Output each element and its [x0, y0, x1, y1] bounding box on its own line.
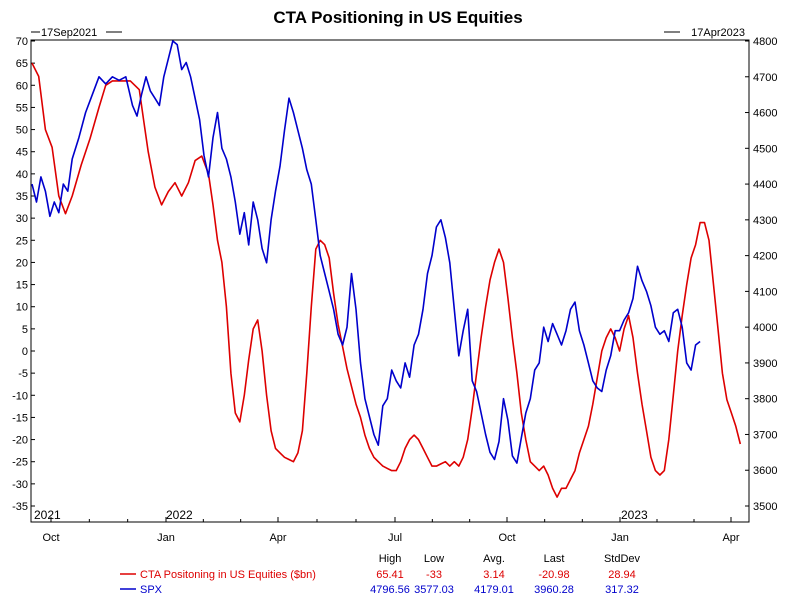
stats-header: High [379, 553, 402, 565]
stats-header: StdDev [604, 553, 641, 565]
year-label: 2021 [34, 508, 61, 522]
stats-value: -33 [426, 569, 442, 581]
x-month-label: Oct [498, 532, 515, 544]
right-tick-label: 4600 [753, 108, 777, 120]
left-tick-label: 35 [16, 191, 28, 203]
left-tick-label: 15 [16, 280, 28, 292]
legend-label: CTA Positoning in US Equities ($bn) [140, 569, 316, 581]
x-month-label: Oct [42, 532, 59, 544]
series-layer [31, 40, 742, 498]
stats-value: 3960.28 [534, 584, 574, 596]
left-tick-label: 45 [16, 147, 28, 159]
left-tick-label: 25 [16, 235, 28, 247]
stats-value: -20.98 [538, 569, 569, 581]
left-tick-label: 30 [16, 213, 28, 225]
left-tick-label: -30 [12, 479, 28, 491]
stats-header: Avg. [483, 553, 505, 565]
x-month-label: Jan [611, 532, 629, 544]
x-month-label: Apr [269, 532, 286, 544]
start-date-label: 17Sep2021 [41, 27, 97, 39]
left-tick-label: 70 [16, 36, 28, 48]
stats-value: 3.14 [483, 569, 504, 581]
chart-title: CTA Positioning in US Equities [273, 8, 522, 27]
left-tick-label: -5 [18, 368, 28, 380]
year-label: 2022 [166, 508, 193, 522]
series-line-cta [31, 62, 742, 498]
left-tick-label: 60 [16, 80, 28, 92]
year-label: 2023 [621, 508, 648, 522]
left-tick-label: -35 [12, 501, 28, 513]
x-month-label: Jul [388, 532, 402, 544]
stats-value: 4179.01 [474, 584, 514, 596]
right-tick-label: 3900 [753, 358, 777, 370]
x-axis: Oct Jan Apr Jul Oct Jan Apr 2021 2022 2023 [34, 508, 740, 544]
right-tick-label: 3600 [753, 465, 777, 477]
right-axis: 4800 4700 4600 4500 4400 4300 4200 4100 4000 3900… [745, 36, 777, 513]
right-tick-label: 3800 [753, 394, 777, 406]
right-tick-label: 4100 [753, 286, 777, 298]
stats-table: High Low Avg. Last StdDev CTA Positoning in U… [120, 553, 641, 596]
right-tick-label: 4800 [753, 36, 777, 48]
left-axis: 7065605550454035302520151050-5-10-15-20-… [12, 36, 35, 513]
right-tick-label: 4300 [753, 215, 777, 227]
right-tick-label: 4500 [753, 143, 777, 155]
right-tick-label: 3500 [753, 501, 777, 513]
left-tick-label: 55 [16, 102, 28, 114]
left-tick-label: 65 [16, 58, 28, 70]
stats-value: 3577.03 [414, 584, 454, 596]
legend-label: SPX [140, 584, 163, 596]
stats-value: 65.41 [376, 569, 404, 581]
right-tick-label: 4400 [753, 179, 777, 191]
series-line-spx [31, 40, 701, 464]
left-tick-label: 5 [22, 324, 28, 336]
left-tick-label: -10 [12, 390, 28, 402]
left-tick-label: 0 [22, 346, 28, 358]
stats-value: 28.94 [608, 569, 636, 581]
left-tick-label: 40 [16, 169, 28, 181]
left-tick-label: 50 [16, 125, 28, 137]
stats-header: Low [424, 553, 444, 565]
left-tick-label: -25 [12, 457, 28, 469]
x-month-label: Jan [157, 532, 175, 544]
stats-value: 317.32 [605, 584, 639, 596]
right-tick-label: 4000 [753, 322, 777, 334]
left-tick-label: 20 [16, 257, 28, 269]
right-tick-label: 3700 [753, 429, 777, 441]
right-tick-label: 4700 [753, 72, 777, 84]
left-tick-label: 10 [16, 302, 28, 314]
x-month-label: Apr [722, 532, 739, 544]
left-tick-label: -15 [12, 412, 28, 424]
stats-value: 4796.56 [370, 584, 410, 596]
left-tick-label: -20 [12, 435, 28, 447]
right-tick-label: 4200 [753, 251, 777, 263]
plot-frame [30, 39, 750, 523]
stats-header: Last [544, 553, 565, 565]
end-date-label: 17Apr2023 [691, 27, 745, 39]
